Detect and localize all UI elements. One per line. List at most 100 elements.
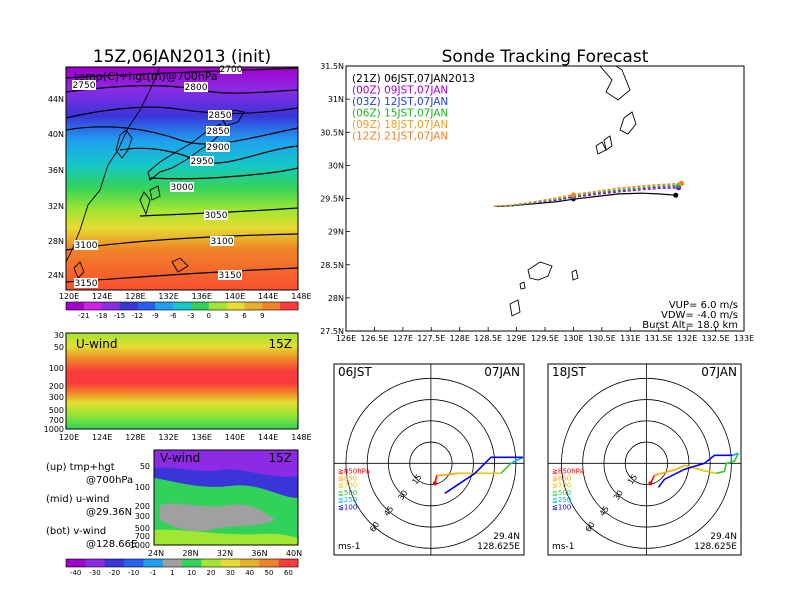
lon-tick-label: 129E	[506, 334, 526, 343]
colorbar-swatch	[119, 302, 138, 310]
left-panel-subtitle: temp(C)+hgt(m)@700hPa	[74, 70, 218, 83]
lat-axis: 44N 40N 36N 32N 28N 24N	[48, 95, 64, 280]
contour-label: 3050	[205, 211, 228, 221]
vwind-band	[154, 529, 298, 545]
colorbar-label: -20	[109, 569, 120, 577]
level-legend-entry: ≦700	[338, 482, 357, 490]
colorbar-swatch	[182, 559, 202, 567]
colorbar-swatch	[83, 302, 103, 310]
lat-tick-label: 40N	[286, 549, 302, 558]
pressure-tick-label: 50	[54, 343, 64, 352]
colorbar-label: 1	[170, 569, 174, 577]
track-line	[493, 187, 679, 208]
note-mid-1: (mid) u-wind	[46, 494, 109, 505]
lon-tick-label: 130E	[563, 334, 583, 343]
lon-tick-label: 126E	[336, 334, 356, 343]
lon-tick-label: 130.5E	[588, 334, 616, 343]
pressure-tick-label: 1000	[130, 541, 150, 550]
pressure-tick-label: 700	[135, 532, 150, 541]
hodo-time: 18JST	[552, 365, 586, 379]
colorbar-label: 20	[207, 569, 216, 577]
lon-tick-label: 120E	[59, 292, 79, 301]
lon-tick-label: 128E	[125, 433, 145, 442]
colorbar-swatch	[190, 302, 210, 310]
colorbar-swatch	[104, 559, 125, 567]
tracking-params: VUP= 6.0 m/s VDW= -4.0 m/s Burst Alt= 18…	[642, 300, 738, 331]
pressure-tick-label: 300	[49, 393, 64, 402]
colorbar-swatch	[85, 559, 106, 567]
colorbar-label: -3	[187, 312, 194, 320]
left-panel-title: 15Z,06JAN2013 (init)	[93, 47, 271, 67]
contour-label: 2900	[207, 143, 230, 153]
colorbar-label: -12	[132, 312, 143, 320]
lon-tick-label: 127E	[393, 334, 413, 343]
lon-axis: 120E 124E 128E 132E 136E 140E 144E 148E	[59, 433, 312, 442]
contour-label: 2800	[185, 83, 208, 93]
colorbar-label: 60	[284, 569, 293, 577]
lon-tick-label: 132E	[158, 292, 178, 301]
track-line	[493, 192, 676, 208]
note-up-2: @700hPa	[86, 475, 133, 486]
colorbar-swatch	[124, 559, 144, 567]
colorbar-swatch	[244, 302, 263, 310]
lat-tick-label: 30.5N	[320, 128, 344, 137]
pressure-tick-label: 300	[135, 512, 150, 521]
note-bot-1: (bot) v-wind	[46, 526, 106, 537]
burst-text: Burst Alt= 18.0 km	[642, 320, 738, 331]
lat-tick-label: 27.5N	[320, 327, 344, 336]
uwind-time: 15Z	[269, 337, 293, 351]
uwind-field	[66, 333, 298, 429]
lat-tick-label: 24N	[148, 549, 164, 558]
colorbar-swatch	[101, 302, 121, 310]
pressure-tick-label: 100	[135, 483, 150, 492]
hodo-date: 07JAN	[701, 365, 737, 379]
lon-tick-label: 131.5E	[645, 334, 673, 343]
colorbar-swatch	[240, 559, 260, 567]
hodo-start-point	[648, 481, 653, 486]
colorbar-swatch	[259, 559, 280, 567]
colorbar-label: 50	[265, 569, 274, 577]
lon-tick-label: 136E	[192, 433, 212, 442]
level-legend-entry: ≦250	[338, 496, 357, 504]
lat-tick-label: 28N	[328, 294, 344, 303]
track-line	[493, 183, 682, 208]
hodo-segment	[444, 456, 523, 494]
colorbar-label: 6	[242, 312, 247, 320]
uwind-title: U-wind	[76, 337, 117, 351]
note-bot-2: @128.66E	[86, 539, 137, 550]
lon-tick-label: 132.5E	[702, 334, 730, 343]
hodo-unit: ms-1	[338, 542, 360, 552]
hodo-segment	[500, 462, 512, 474]
colorbar-label: -6	[170, 312, 178, 320]
colorbar-label: -10	[128, 569, 139, 577]
track-line	[493, 184, 679, 208]
track-endpoint	[678, 180, 684, 186]
lon-tick-label: 124E	[92, 292, 112, 301]
colorbar-swatch	[143, 559, 164, 567]
lat-tick-label: 29N	[328, 228, 344, 237]
hodo-segment	[732, 452, 739, 457]
colorbar-label: -9	[152, 312, 159, 320]
colorbar-swatch	[262, 302, 281, 310]
track-line	[493, 182, 682, 208]
legend-entry: (12Z) 21JST,07JAN	[352, 131, 448, 143]
level-legend-entry: ≧850hPa	[338, 467, 370, 475]
pressure-tick-label: 30	[54, 331, 64, 340]
note-mid-2: @29.36N	[86, 507, 132, 518]
lat-tick-label: 36N	[48, 166, 64, 175]
colorbar-label: 40	[245, 569, 254, 577]
tracking-map: 31.5N 31N 30.5N 30N 29.5N 29N 28.5N 28N 27.5N 12…	[320, 62, 754, 343]
hodo-segment	[657, 454, 733, 488]
lat-axis: 31.5N 31N 30.5N 30N 29.5N 29N 28.5N 28N 27.5N	[320, 62, 344, 336]
temperature-map: 2700 2750 2800 2850 2850 2900 2950 3000 …	[48, 64, 312, 301]
wind-colorbar: -40 -30 -20 -10 -1 1 10 20 30 40 50 60	[65, 558, 299, 577]
level-legend-entry: ≦100	[552, 503, 571, 511]
hodo-segment	[436, 472, 458, 477]
lon-tick-label: 140E	[225, 433, 245, 442]
lat-tick-label: 31.5N	[320, 62, 344, 71]
